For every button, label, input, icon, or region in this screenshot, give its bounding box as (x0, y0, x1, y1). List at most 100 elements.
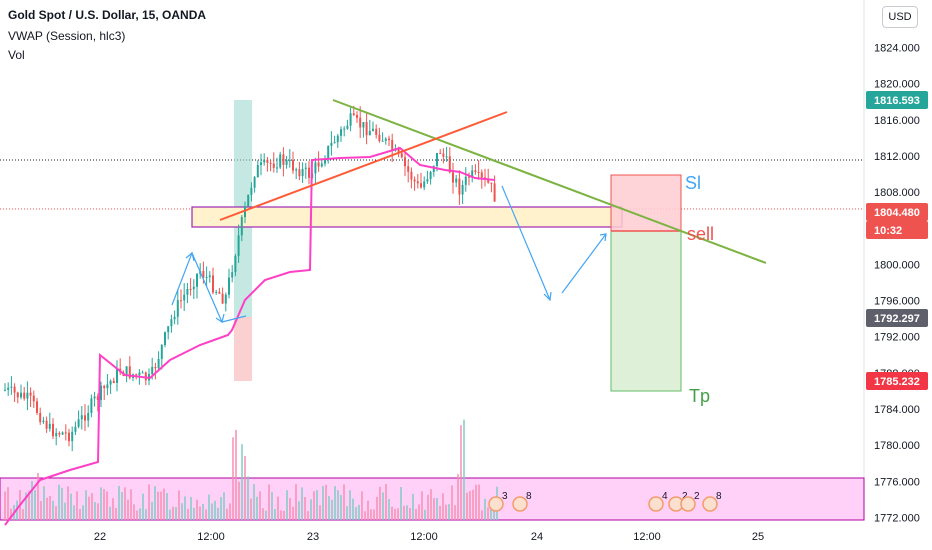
candle-body (87, 412, 90, 421)
volume-bar (151, 501, 153, 520)
volume-bar (259, 491, 261, 520)
volume-bar (205, 509, 207, 520)
candle-body (378, 134, 381, 141)
volume-bar (331, 499, 333, 520)
event-count: 2 (694, 491, 700, 502)
symbol-title[interactable]: Gold Spot / U.S. Dollar, 15, OANDA (8, 8, 207, 22)
volume-bar (154, 486, 156, 520)
volume-bar (250, 498, 252, 520)
volume-bar (412, 493, 414, 520)
volume-bar (388, 498, 390, 520)
volume-bar (346, 506, 348, 520)
volume-bar (430, 489, 432, 520)
volume-bar (73, 505, 75, 520)
candle-body (39, 412, 42, 423)
candle-body (196, 273, 198, 287)
candle-body (93, 396, 96, 399)
volume-bar (118, 485, 120, 520)
volume-bar (4, 491, 6, 520)
candle-body (144, 372, 147, 381)
candle-body (285, 160, 288, 165)
volume-bar (475, 484, 477, 520)
candle-body (71, 431, 74, 442)
candle-body (327, 145, 330, 160)
candle-body (352, 113, 355, 115)
candle-body (164, 332, 166, 345)
volume-bar (79, 509, 81, 520)
candle-body (304, 167, 307, 169)
candle-body (391, 140, 394, 151)
candle-body (23, 392, 26, 399)
candle-body (340, 129, 342, 136)
volume-bar (67, 486, 69, 520)
volume-bar (214, 500, 216, 520)
volume-bar (283, 510, 285, 520)
candle-body (416, 181, 419, 184)
volume-bar (70, 493, 72, 520)
candle-body (298, 169, 301, 177)
volume-bar (136, 510, 138, 520)
candle-body (84, 415, 86, 421)
candle-body (173, 316, 176, 320)
volume-bar (139, 508, 141, 520)
volume-bar (280, 510, 282, 520)
candle-body (141, 372, 144, 374)
volume-bar (424, 509, 426, 520)
price-tag (866, 91, 928, 109)
descending-trendline (332, 99, 767, 264)
x-tick-label: 12:00 (410, 531, 438, 543)
volume-bar (232, 437, 234, 520)
volume-bar (385, 484, 387, 520)
candle-body (372, 128, 374, 131)
candle-body (208, 275, 211, 278)
volume-bar (403, 505, 405, 520)
history-arrow-path (171, 251, 247, 323)
candle-body (205, 277, 208, 279)
volume-bar (421, 491, 423, 520)
y-tick-label: 1784.000 (874, 404, 920, 416)
y-tick-label: 1820.000 (874, 79, 920, 91)
candle-body (461, 184, 464, 195)
candle-body (288, 160, 291, 162)
vwap-indicator-label[interactable]: VWAP (Session, hlc3) (8, 29, 126, 43)
volume-bar (484, 498, 486, 520)
volume-bar (178, 490, 180, 520)
candle-body (36, 401, 38, 413)
candle-body (256, 165, 259, 178)
volume-bar (100, 487, 102, 520)
event-count: 2 (682, 491, 688, 502)
candle-body (240, 216, 243, 236)
volume-indicator-label[interactable]: Vol (8, 48, 25, 62)
candle-body (247, 194, 250, 207)
candle-body (112, 380, 115, 383)
volume-bar (490, 502, 492, 520)
currency-button[interactable]: USD (882, 6, 918, 28)
volume-bar (130, 489, 132, 520)
volume-bar (25, 492, 27, 520)
candle-body (480, 172, 483, 178)
volume-bar (364, 511, 366, 520)
candle-body (452, 172, 454, 183)
volume-bar (127, 499, 129, 520)
volume-bar (190, 496, 192, 520)
candle-body (228, 277, 230, 295)
volume-bar (163, 488, 165, 520)
y-tick-label: 1812.000 (874, 151, 920, 163)
volume-bar (124, 487, 126, 520)
candle-body (458, 178, 461, 195)
volume-bar (76, 491, 78, 520)
candle-body (400, 153, 403, 158)
sell-label: sell (687, 224, 714, 244)
candle-body (151, 366, 154, 375)
candle-body (154, 366, 157, 369)
candle-body (74, 426, 77, 432)
candle-body (224, 294, 227, 304)
volume-bar (49, 495, 51, 520)
volume-bar (253, 484, 255, 520)
candle-body (493, 183, 496, 202)
volume-bar (436, 498, 438, 520)
volume-bar (328, 496, 330, 520)
volume-bar (292, 506, 294, 520)
candle-body (410, 171, 413, 180)
